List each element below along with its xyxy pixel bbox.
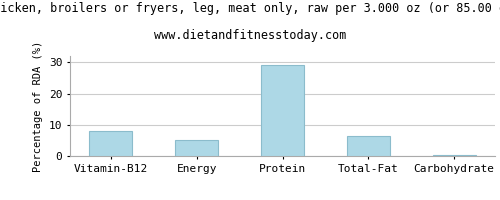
Bar [347, 136, 390, 156]
Y-axis label: Percentage of RDA (%): Percentage of RDA (%) [34, 40, 43, 172]
Bar [433, 155, 476, 156]
Bar [175, 140, 218, 156]
Text: www.dietandfitnesstoday.com: www.dietandfitnesstoday.com [154, 29, 346, 42]
Text: chicken, broilers or fryers, leg, meat only, raw per 3.000 oz (or 85.00 g): chicken, broilers or fryers, leg, meat o… [0, 2, 500, 15]
Bar [261, 65, 304, 156]
Bar [90, 131, 132, 156]
